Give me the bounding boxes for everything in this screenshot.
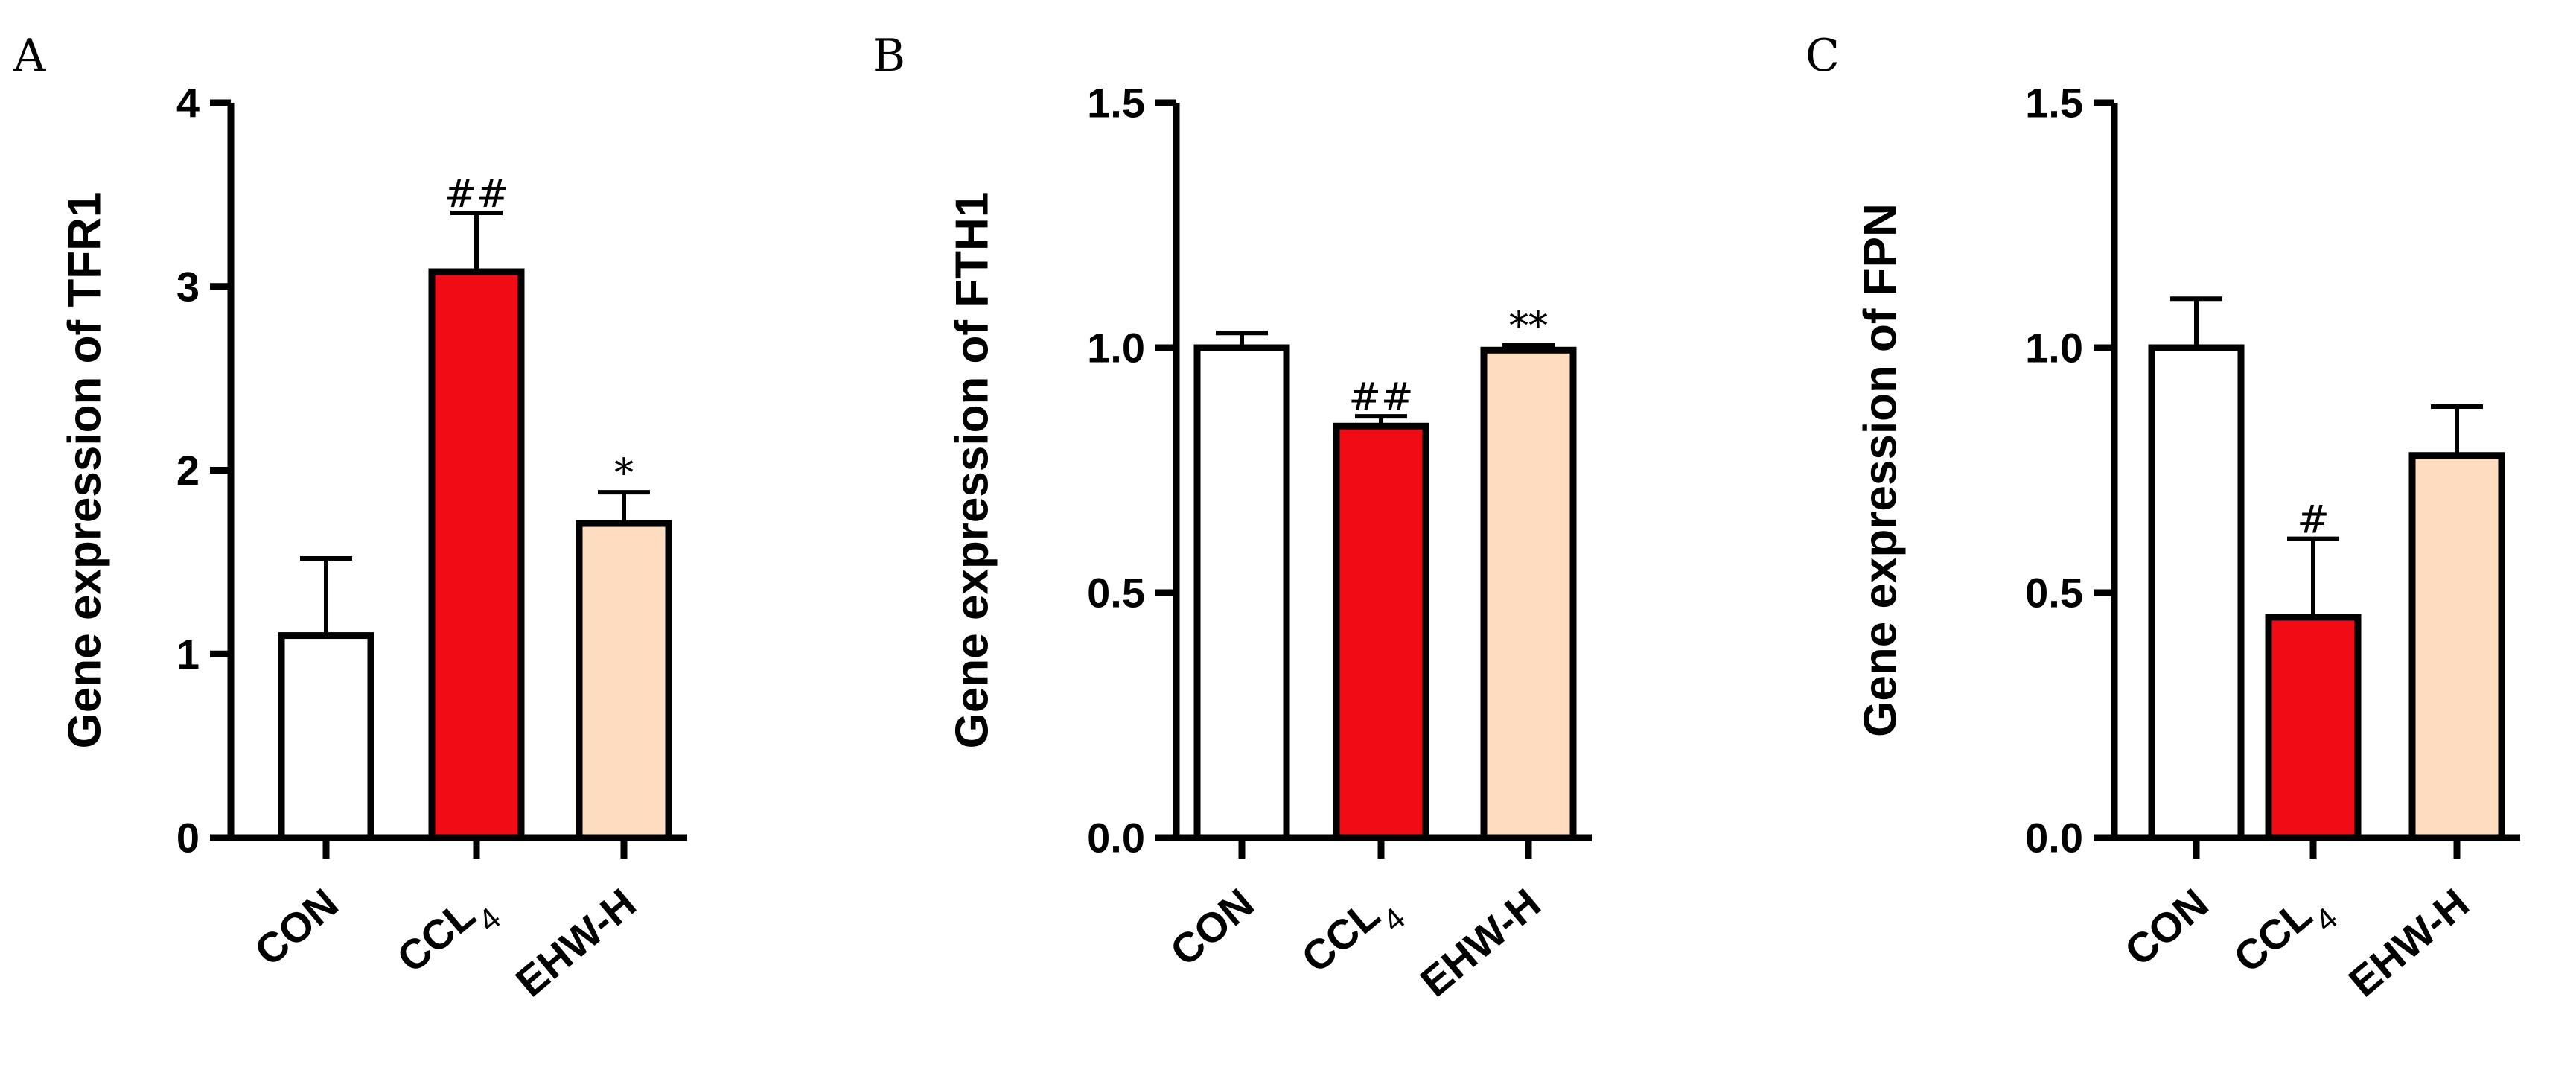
y-tick-label: 0.0: [1087, 815, 1145, 861]
bar-ehw-h: [2408, 452, 2505, 841]
bar-ccl: [428, 268, 525, 841]
x-tick-label: CON: [1161, 879, 1263, 975]
bar-ccl: [2265, 614, 2362, 841]
x-tick-label: EHW-H: [2340, 879, 2478, 1006]
panel-letter: A: [13, 30, 46, 82]
x-tick-label: CCL4: [2225, 879, 2344, 993]
y-tick-label: 1.5: [2025, 80, 2083, 127]
y-tick-label: 1.0: [2025, 325, 2083, 372]
panel-letter: C: [1805, 30, 1840, 82]
y-tick-label: 3: [176, 263, 200, 310]
y-axis-label: Gene expression of FPN: [1855, 203, 1906, 737]
chart-panel-b: B Gene expression of FTH1 0.0 0.5 1.0 1.5 CON #…: [873, 30, 1592, 1005]
x-tick-label: CON: [2116, 879, 2217, 975]
bar-con: [2148, 344, 2245, 841]
y-tick-label: 0.0: [2025, 815, 2083, 861]
significance-marker: ##: [1348, 375, 1413, 420]
significance-marker: **: [1509, 305, 1548, 349]
chart-panel-c: C Gene expression of FPN 0.0 0.5 1.0 1.5 CON # C…: [1805, 30, 2520, 1005]
bar-ccl: [1333, 422, 1429, 841]
bar-ehw-h: [576, 520, 672, 841]
significance-marker: #: [2297, 498, 2330, 543]
y-tick-label: 1.0: [1087, 325, 1145, 372]
x-tick-label: CON: [246, 879, 347, 975]
bar-con: [1193, 344, 1290, 841]
y-tick-label: 0.5: [2025, 570, 2083, 617]
x-tick-label: CCL4: [1292, 879, 1412, 993]
y-tick-label: 4: [176, 80, 200, 127]
y-tick-label: 0.5: [1087, 570, 1145, 617]
y-tick-label: 0: [176, 815, 200, 861]
significance-marker: ##: [444, 172, 508, 217]
significance-marker: *: [614, 451, 634, 496]
y-axis-label: Gene expression of FTH1: [946, 192, 998, 749]
y-tick-label: 2: [176, 447, 200, 494]
bar-ehw-h: [1480, 346, 1577, 841]
x-tick-label: EHW-H: [507, 879, 645, 1006]
panel-letter: B: [873, 30, 905, 82]
y-tick-label: 1: [176, 631, 200, 678]
bar-con: [278, 632, 374, 841]
x-tick-label: CCL4: [388, 879, 507, 993]
y-axis-label: Gene expression of TFR1: [59, 192, 110, 749]
y-tick-label: 1.5: [1087, 80, 1145, 127]
chart-panel-a: A Gene expression of TFR1 0 1 2 3 4 CON ## CCL4 * E…: [13, 30, 687, 1005]
x-tick-label: EHW-H: [1412, 879, 1549, 1006]
